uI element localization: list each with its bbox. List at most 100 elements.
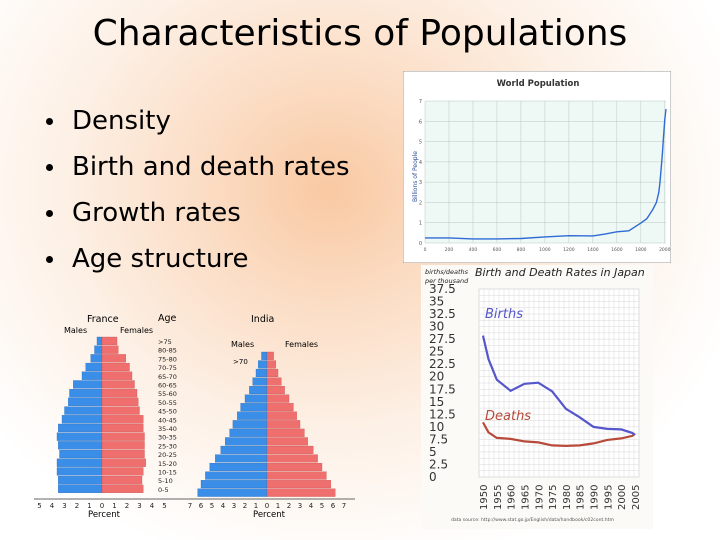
male-bar bbox=[96, 336, 103, 346]
female-bar bbox=[266, 351, 274, 360]
y-tick-label: 15 bbox=[429, 395, 444, 409]
female-bar bbox=[101, 467, 144, 476]
bullet-text: Birth and death rates bbox=[72, 152, 350, 182]
y-tick-label: 0 bbox=[429, 470, 437, 484]
age-label: 55-60 bbox=[158, 390, 177, 398]
y-tick-label: 2.5 bbox=[429, 457, 448, 471]
y-tick-label: 7 bbox=[419, 99, 422, 105]
male-bar bbox=[240, 403, 268, 412]
y-tick-label: 12.5 bbox=[429, 407, 456, 421]
female-bar bbox=[101, 449, 145, 459]
y-tick-label: 5 bbox=[429, 445, 437, 459]
y-ticks: 37.53532.53027.52522.52017.51512.5107.55… bbox=[429, 282, 456, 484]
y-tick-label: 17.5 bbox=[429, 382, 456, 396]
male-bar bbox=[58, 423, 103, 433]
bullet-item: Growth rates bbox=[46, 190, 350, 236]
male-bar bbox=[90, 354, 103, 363]
population-line bbox=[425, 109, 667, 240]
age-label: 40-45 bbox=[158, 416, 177, 424]
male-bar bbox=[85, 362, 103, 372]
age-label: 70-75 bbox=[158, 364, 177, 372]
female-bar bbox=[101, 432, 145, 441]
x-tick-label: 1 bbox=[276, 502, 280, 510]
age-label: 0-5 bbox=[158, 486, 169, 494]
x-tick-label: 5 bbox=[162, 502, 166, 510]
x-tick-label: 7 bbox=[188, 502, 192, 510]
france-title: France bbox=[87, 314, 119, 325]
male-bar bbox=[58, 441, 103, 450]
female-bar bbox=[266, 420, 301, 429]
female-bar bbox=[101, 371, 133, 380]
male-bar bbox=[215, 454, 268, 463]
india-age-label: >70 bbox=[233, 358, 248, 366]
x-tick-label: 1960 bbox=[507, 485, 518, 510]
x-tick-label: 1970 bbox=[534, 485, 545, 510]
grid bbox=[478, 288, 640, 478]
female-bar bbox=[101, 345, 119, 354]
france-age-labels: >7580-8575-8070-7565-7060-6555-6050-5545… bbox=[158, 338, 177, 494]
bullet-list: Density Birth and death rates Growth rat… bbox=[46, 98, 350, 282]
female-bar bbox=[266, 386, 285, 395]
male-bar bbox=[229, 428, 268, 437]
x-tick-label: 5 bbox=[37, 502, 41, 510]
female-bar bbox=[266, 377, 282, 386]
x-tick-label: 1980 bbox=[562, 485, 573, 510]
x-tick-label: 1200 bbox=[563, 247, 575, 253]
male-bar bbox=[225, 437, 268, 446]
female-bar bbox=[101, 458, 146, 467]
y-axis-label: Billions of People bbox=[412, 151, 419, 202]
y-tick-label: 7.5 bbox=[429, 432, 448, 446]
france-males-label: Males bbox=[64, 326, 87, 335]
x-tick-label: 2 bbox=[287, 502, 291, 510]
male-bar bbox=[220, 445, 268, 454]
y-tick-label: 0 bbox=[419, 241, 422, 247]
y-tick-label: 10 bbox=[429, 420, 444, 434]
y-tick-label: 6 bbox=[419, 119, 422, 125]
x-tick-label: 1400 bbox=[587, 247, 599, 253]
bullet-dot bbox=[46, 117, 53, 125]
x-tick-label: 5 bbox=[210, 502, 214, 510]
male-bar bbox=[244, 394, 268, 403]
age-label: 5-10 bbox=[158, 477, 173, 485]
male-bar bbox=[249, 386, 268, 395]
y-ticks: 0 1 2 3 4 5 6 7 bbox=[419, 99, 422, 247]
male-bar bbox=[73, 380, 103, 389]
y-unit-label-2: per thousand bbox=[424, 277, 469, 285]
x-tick-label: 2 bbox=[125, 502, 129, 510]
female-bar bbox=[101, 415, 144, 424]
x-tick-label: 3 bbox=[298, 502, 302, 510]
japan-rates-chart: births/deaths per thousand Birth and Dea… bbox=[421, 265, 653, 529]
y-unit-label-1: births/deaths bbox=[425, 268, 469, 276]
female-bar bbox=[266, 471, 327, 480]
bullet-text: Density bbox=[72, 106, 171, 136]
y-tick-label: 35 bbox=[429, 295, 444, 309]
deaths-label: Deaths bbox=[485, 409, 531, 424]
india-bars bbox=[197, 351, 336, 497]
male-bar bbox=[81, 371, 103, 380]
x-tick-label: 1975 bbox=[548, 485, 559, 510]
female-bar bbox=[101, 389, 138, 398]
male-bar bbox=[61, 415, 103, 424]
x-tick-label: 1600 bbox=[611, 247, 623, 253]
x-tick-label: 200 bbox=[445, 247, 454, 253]
slide-title: Characteristics of Populations bbox=[92, 13, 628, 54]
age-label: 45-50 bbox=[158, 408, 177, 416]
female-bar bbox=[101, 336, 118, 346]
france-bars bbox=[56, 336, 146, 493]
y-tick-label: 1 bbox=[419, 221, 422, 227]
female-bar bbox=[101, 476, 143, 485]
male-bar bbox=[255, 368, 268, 377]
x-tick-label: 1800 bbox=[635, 247, 647, 253]
source-note: data source: http://www.stat.go.jp/Engli… bbox=[451, 517, 614, 523]
world-population-chart: World Population Billions of People 0 1 2 3… bbox=[403, 71, 671, 263]
male-bar bbox=[252, 377, 268, 386]
x-tick-label: 2000 bbox=[617, 485, 628, 510]
y-tick-label: 22.5 bbox=[429, 357, 456, 371]
y-tick-label: 25 bbox=[429, 345, 444, 359]
age-label: 60-65 bbox=[158, 382, 177, 390]
male-bar bbox=[58, 476, 103, 485]
x-tick-label: 400 bbox=[469, 247, 478, 253]
bullet-dot bbox=[46, 255, 53, 263]
male-bar bbox=[197, 488, 268, 497]
x-tick-label: 6 bbox=[331, 502, 336, 510]
